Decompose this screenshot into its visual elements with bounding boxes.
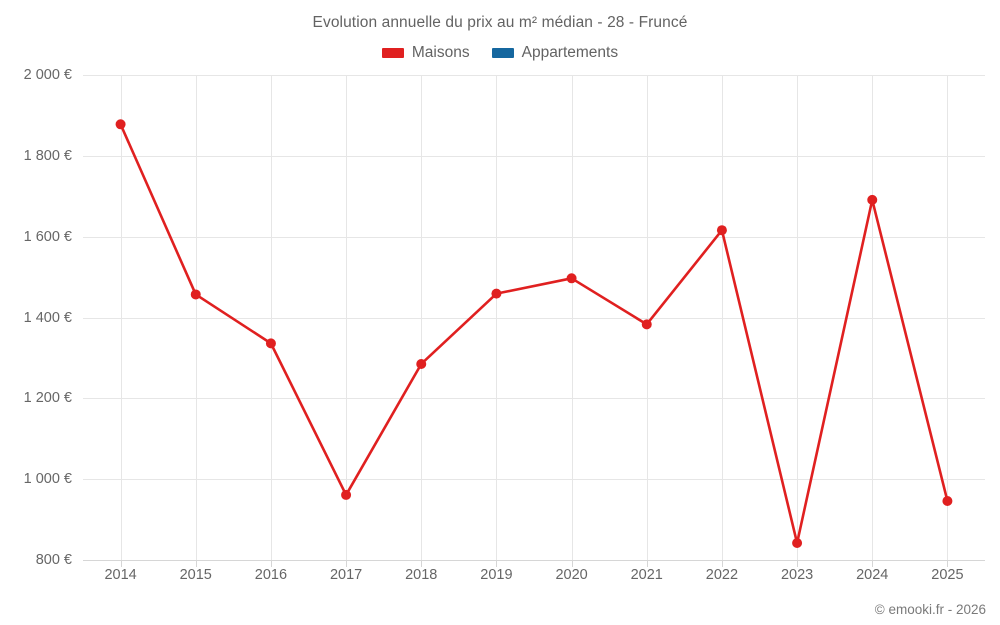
legend-swatch-maisons (381, 48, 404, 58)
data-point-marker[interactable] (491, 288, 502, 299)
gridline-horizontal (83, 560, 985, 561)
x-axis-tick-label: 2019 (480, 567, 513, 583)
x-axis-tick-mark (120, 560, 122, 567)
chart-title: Evolution annuelle du prix au m² médian … (312, 14, 688, 31)
x-axis-tick-mark (571, 560, 573, 567)
data-point-marker[interactable] (716, 225, 727, 236)
x-axis-tick-label: 2017 (329, 567, 363, 583)
y-axis-labels: 800 € 1 000 € 1 200 € 1 400 € 1 600 € 1 800 €… (0, 67, 72, 568)
x-axis-tick-mark (646, 560, 648, 567)
chart-legend: Maisons Appartements (0, 44, 1000, 62)
y-axis-tick-label: 1 800 € (23, 147, 72, 164)
y-axis-tick-label: 2 000 € (23, 67, 72, 83)
y-axis-tick-label: 1 600 € (23, 228, 72, 245)
data-point-marker[interactable] (341, 489, 352, 500)
x-axis-tick-label: 2025 (931, 567, 964, 583)
legend-item-appartements[interactable]: Appartements (491, 44, 619, 62)
y-axis-tick-label: 1 200 € (23, 390, 72, 407)
series-layer (115, 119, 953, 549)
x-axis-tick-mark (496, 560, 498, 567)
series-line-maisons (119, 123, 949, 545)
data-point-marker[interactable] (566, 273, 577, 284)
x-axis-tick-mark (195, 560, 197, 567)
gridline-horizontal (83, 398, 985, 400)
data-point-marker[interactable] (641, 319, 652, 330)
legend-swatch-appartements (491, 48, 514, 58)
data-point-marker[interactable] (792, 538, 803, 549)
data-point-marker[interactable] (416, 358, 427, 369)
plot-area (83, 75, 985, 561)
gridline-horizontal (83, 317, 985, 319)
y-axis-tick-label: 800 € (35, 552, 72, 568)
x-axis-tick-mark (797, 560, 799, 567)
gridline-horizontal (83, 155, 985, 157)
gridline-horizontal (83, 479, 985, 481)
legend-label: Appartements (521, 44, 619, 61)
x-axis-tick-mark (270, 560, 272, 567)
x-axis-tick-label: 2016 (254, 567, 288, 583)
x-axis-tick-mark (421, 560, 423, 567)
data-point-marker[interactable] (265, 338, 276, 349)
x-axis-tick-label: 2024 (856, 567, 889, 583)
x-axis-tick-label: 2014 (104, 567, 137, 583)
data-point-marker[interactable] (942, 495, 953, 506)
x-axis-labels: 2014 2015 2016 2017 2018 2019 2020 2021 2022 2023… (83, 567, 985, 589)
x-axis-tick-label: 2018 (405, 567, 438, 583)
x-axis-tick-mark (872, 560, 874, 567)
x-axis-tick-mark (721, 560, 723, 567)
gridline-horizontal (83, 236, 985, 238)
legend-item-maisons[interactable]: Maisons (381, 44, 470, 62)
y-axis-tick-label: 1 000 € (23, 471, 72, 488)
legend-label: Maisons (411, 44, 470, 61)
x-axis-tick-label: 2021 (630, 567, 663, 583)
x-axis-tick-label: 2020 (555, 567, 588, 583)
data-point-marker[interactable] (190, 289, 201, 300)
x-axis-tick-label: 2022 (705, 567, 739, 583)
gridline-horizontal (83, 75, 985, 76)
y-axis-tick-label: 1 400 € (23, 309, 72, 326)
data-point-marker[interactable] (867, 194, 878, 205)
x-axis-tick-mark (947, 560, 949, 567)
data-point-marker[interactable] (115, 119, 126, 130)
x-axis-tick-mark (346, 560, 348, 567)
x-axis-tick-label: 2023 (780, 567, 814, 583)
footer-credit: © emooki.fr - 2026 (874, 602, 986, 617)
x-axis-tick-label: 2015 (179, 567, 212, 583)
